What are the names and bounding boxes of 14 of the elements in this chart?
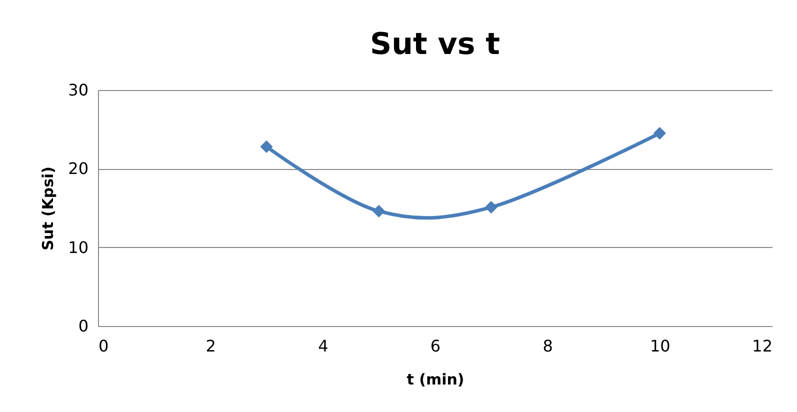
y-axis-title: Sut (Kpsi): [39, 166, 58, 251]
y-tick-label: 10: [68, 238, 88, 257]
y-tick-label: 0: [78, 316, 88, 336]
y-tick-label: 20: [68, 159, 88, 178]
y-tick-label: 30: [68, 80, 88, 100]
x-tick-label: 12: [752, 336, 772, 356]
x-tick-label: 6: [430, 336, 441, 356]
x-tick-label: 0: [98, 336, 109, 356]
x-axis-title: t (min): [406, 370, 464, 388]
x-tick-label: 8: [542, 336, 553, 356]
x-tick-label: 4: [318, 336, 328, 356]
x-tick-label: 2: [206, 336, 216, 356]
x-tick-label: 10: [650, 336, 670, 356]
chart-title: Sut vs t: [370, 27, 500, 62]
